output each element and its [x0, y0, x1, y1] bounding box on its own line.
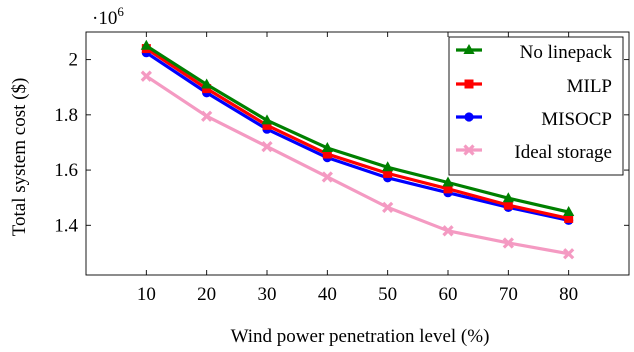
plot-area-frame — [85, 31, 630, 276]
legend-swatch-marker — [464, 112, 474, 122]
data-point-milp — [383, 168, 393, 178]
data-point-milp — [564, 213, 574, 223]
data-point-milp — [262, 120, 272, 130]
y-scale-label: ·106 — [92, 4, 124, 29]
data-point-no-linepack — [201, 78, 213, 89]
data-point-no-linepack — [442, 176, 454, 187]
series-ideal-storage — [140, 70, 575, 260]
legend-swatch-marker — [463, 44, 475, 54]
series-line-ideal-storage — [145, 74, 569, 256]
x-axis: 10 20 30 40 50 60 70 80 — [137, 32, 578, 305]
data-point-ideal-storage — [442, 225, 454, 237]
legend-label: MISOCP — [541, 109, 612, 130]
x-tick-label: 60 — [439, 284, 458, 305]
data-point-ideal-storage — [140, 70, 152, 82]
x-tick-label: 70 — [499, 284, 518, 305]
y-axis-title: Total system cost ($) — [9, 78, 30, 237]
cross-stroke — [442, 225, 454, 237]
cross-stroke — [261, 140, 273, 153]
y-tick-label: 1.4 — [54, 215, 78, 236]
data-point-ideal-storage — [563, 248, 575, 260]
data-point-no-linepack — [563, 206, 575, 217]
cross-stroke — [140, 70, 152, 82]
series-no-linepack — [140, 39, 575, 217]
x-axis-title: Wind power penetration level (%) — [231, 326, 490, 347]
legend: No linepack MILP MISOCP Ideal storage — [448, 36, 624, 176]
legend-label: MILP — [567, 76, 612, 97]
data-point-no-linepack — [382, 161, 394, 172]
data-point-ideal-storage — [321, 171, 333, 183]
x-tick-label: 30 — [258, 284, 277, 305]
data-point-milp — [202, 84, 212, 94]
legend-item-no-linepack: No linepack — [456, 42, 613, 63]
series-line-no-linepack — [145, 44, 570, 214]
data-point-ideal-storage — [502, 237, 514, 249]
data-point-no-linepack — [261, 114, 273, 125]
data-point-no-linepack — [321, 141, 333, 152]
legend-item-milp: MILP — [456, 76, 612, 97]
x-tick-label: 80 — [559, 284, 578, 305]
cross-stroke — [382, 201, 394, 213]
series-line-misocp — [145, 51, 570, 222]
cross-stroke — [201, 110, 213, 122]
y-axis: 1.4 1.6 1.8 2 — [54, 50, 629, 236]
x-tick-label: 40 — [318, 284, 337, 305]
y-tick-label: 1.8 — [54, 105, 78, 126]
data-point-ideal-storage — [201, 110, 213, 122]
legend-label: Ideal storage — [514, 142, 612, 163]
x-tick-label: 10 — [137, 284, 156, 305]
data-point-milp — [322, 149, 332, 159]
data-point-no-linepack — [502, 192, 514, 203]
cross-stroke — [563, 248, 575, 260]
x-tick-label: 20 — [197, 284, 216, 305]
legend-frame — [448, 36, 624, 176]
data-point-ideal-storage — [261, 140, 273, 153]
legend-item-ideal-storage: Ideal storage — [456, 142, 612, 163]
cross-stroke — [502, 237, 514, 249]
x-tick-label: 50 — [378, 284, 397, 305]
data-point-milp — [443, 184, 453, 194]
cross-stroke — [463, 144, 475, 156]
series-layer — [140, 39, 575, 260]
y-tick-label: 1.6 — [54, 160, 78, 181]
legend-swatch-marker — [463, 144, 475, 156]
legend-label: No linepack — [520, 42, 613, 63]
cross-stroke — [321, 171, 333, 183]
legend-swatch-marker — [464, 79, 474, 89]
series-line-milp — [145, 47, 570, 220]
data-point-no-linepack — [140, 39, 152, 50]
data-point-ideal-storage — [382, 201, 394, 213]
y-tick-label: 2 — [69, 50, 79, 71]
legend-item-misocp: MISOCP — [456, 109, 612, 130]
data-point-milp — [503, 200, 513, 210]
